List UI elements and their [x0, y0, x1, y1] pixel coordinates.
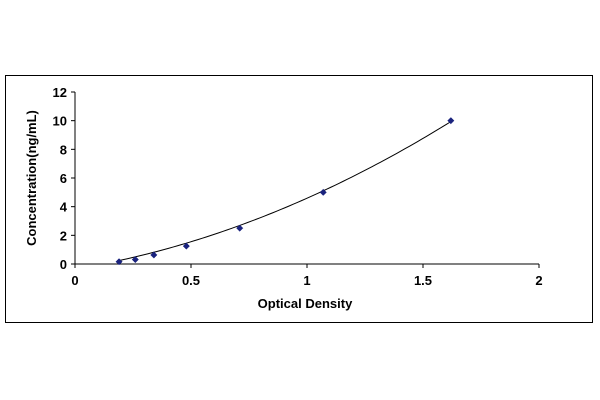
y-axis-ticks: 0 2 4 6 8 10 12 [53, 85, 75, 272]
data-point [115, 258, 123, 266]
y-tick-label: 10 [53, 114, 67, 129]
x-tick-label: 1 [303, 273, 310, 288]
data-point [131, 256, 139, 264]
chart-frame [5, 75, 593, 323]
x-tick-label: 0 [71, 273, 78, 288]
y-tick-label: 2 [60, 228, 67, 243]
data-point [150, 251, 158, 259]
axes [74, 92, 539, 265]
y-tick-label: 6 [60, 171, 67, 186]
y-tick-label: 0 [60, 257, 67, 272]
data-points [115, 117, 455, 266]
y-tick-label: 4 [60, 200, 68, 215]
y-axis-title: Concentration(ng/mL) [24, 110, 39, 246]
y-tick-label: 12 [53, 85, 67, 100]
x-tick-label: 0.5 [182, 273, 200, 288]
data-point [447, 117, 455, 125]
data-point [319, 188, 327, 196]
y-tick-label: 8 [60, 142, 67, 157]
x-axis-title: Optical Density [258, 296, 353, 311]
x-tick-label: 1.5 [414, 273, 432, 288]
data-point [236, 224, 244, 232]
data-point [182, 242, 190, 250]
x-tick-label: 2 [535, 273, 542, 288]
fit-curve [118, 121, 452, 262]
x-axis-ticks: 0 0.5 1 1.5 2 [71, 264, 543, 288]
